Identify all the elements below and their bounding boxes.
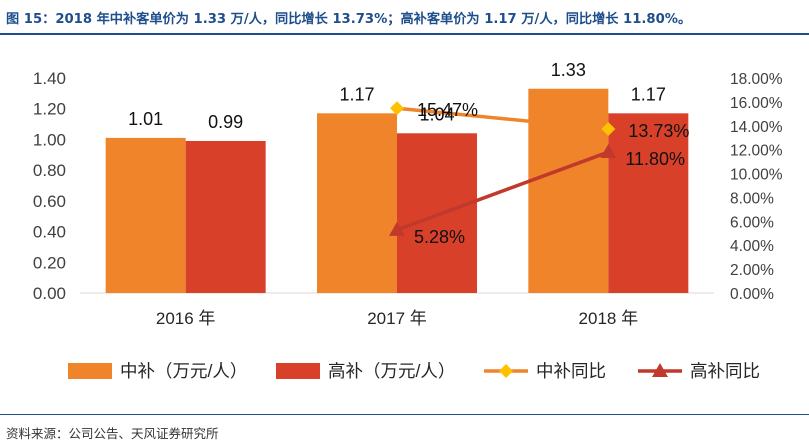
right-tick-label: 4.00%: [730, 238, 774, 255]
bar: [528, 88, 609, 293]
bar-data-label: 1.17: [339, 84, 374, 104]
legend-label: 中补（万元/人）: [120, 361, 247, 381]
title-rule: [0, 33, 809, 35]
right-tick-label: 16.00%: [730, 95, 783, 112]
bar-data-label: 1.33: [551, 60, 586, 80]
right-tick-label: 12.00%: [730, 143, 783, 160]
bar: [397, 133, 477, 293]
left-tick-label: 1.00: [33, 130, 66, 149]
bar-data-label: 1.17: [631, 84, 666, 104]
right-tick-label: 10.00%: [730, 167, 783, 184]
left-tick-label: 0.80: [33, 161, 66, 180]
legend-label: 中补同比: [536, 361, 606, 381]
right-tick-label: 8.00%: [730, 190, 774, 207]
source-note: 资料来源：公司公告、天风证券研究所: [6, 426, 219, 441]
legend-diamond-marker: [499, 364, 513, 378]
right-tick-label: 18.00%: [730, 71, 783, 88]
x-tick-label: 2017 年: [367, 309, 427, 328]
triangle-marker: [389, 221, 405, 236]
series-line: [396, 106, 609, 131]
data-labels: 1.01 1.17 1.33 0.99 1.04 1.17 15.47% 13.73% 5.28…: [128, 60, 689, 247]
lines: [389, 101, 617, 236]
figure-title: 图 15：2018 年中补客单价为 1.33 万/人，同比增长 13.73%；高…: [6, 12, 692, 27]
line-data-label: 13.73%: [628, 121, 689, 141]
legend-swatch: [68, 363, 112, 379]
x-tick-label: 2018 年: [579, 309, 639, 328]
bar-data-label: 1.04: [419, 104, 454, 124]
legend-triangle-marker: [652, 363, 668, 377]
legend: 中补（万元/人） 高补（万元/人） 中补同比 高补同比: [68, 361, 760, 381]
right-tick-label: 14.00%: [730, 119, 783, 136]
chart: 0.00 0.20 0.40 0.60 0.80 1.00 1.20 1.40 0.00% 2.0…: [33, 60, 783, 381]
right-tick-label: 2.00%: [730, 262, 774, 279]
left-tick-label: 0.40: [33, 223, 66, 242]
x-tick-label: 2016 年: [156, 309, 216, 328]
line-data-label: 5.28%: [414, 227, 465, 247]
bars: [105, 88, 689, 293]
bar: [317, 113, 397, 293]
bar-data-label: 1.01: [128, 109, 163, 129]
series-line: [396, 150, 609, 232]
left-tick-label: 0.00: [33, 284, 66, 303]
footer-rule: [0, 414, 809, 415]
legend-label: 高补（万元/人）: [328, 361, 455, 381]
axes: 0.00 0.20 0.40 0.60 0.80 1.00 1.20 1.40 0.00% 2.0…: [33, 69, 783, 328]
bar: [608, 113, 689, 293]
bar: [105, 137, 186, 293]
line-data-label: 15.47%: [417, 100, 478, 120]
left-tick-label: 1.40: [33, 69, 66, 88]
legend-swatch: [276, 363, 320, 379]
bar-data-label: 0.99: [208, 112, 243, 132]
right-tick-label: 0.00%: [730, 286, 774, 303]
line-data-label: 11.80%: [625, 149, 685, 169]
diamond-marker: [390, 101, 404, 116]
left-tick-label: 0.20: [33, 253, 66, 272]
left-tick-label: 1.20: [33, 100, 66, 119]
diamond-marker: [601, 122, 616, 137]
left-tick-label: 0.60: [33, 192, 66, 211]
right-tick-label: 6.00%: [730, 214, 774, 231]
bar: [185, 140, 266, 293]
legend-label: 高补同比: [690, 361, 760, 381]
triangle-marker: [600, 144, 617, 159]
